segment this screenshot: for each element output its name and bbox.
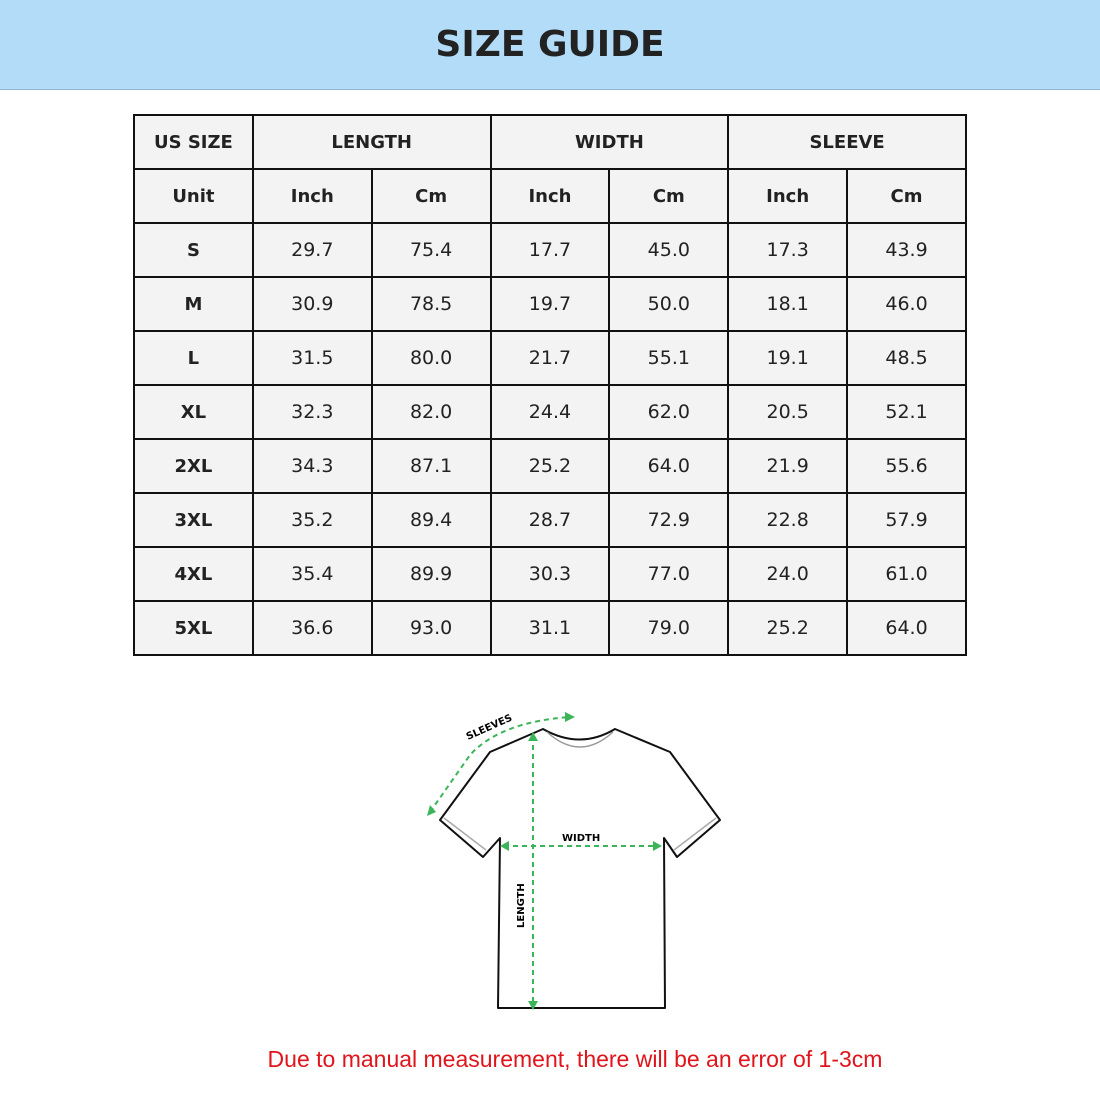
unit-cell: Cm xyxy=(370,168,492,224)
measurement-cell: 61.0 xyxy=(846,546,967,602)
measurement-cell: 79.0 xyxy=(608,600,730,656)
measurement-note: Due to manual measurement, there will be… xyxy=(267,1046,883,1072)
unit-cell: Inch xyxy=(727,168,849,224)
measurement-cell: 52.1 xyxy=(846,384,967,440)
size-label: 3XL xyxy=(133,492,254,548)
measurement-cell: 31.1 xyxy=(489,600,611,656)
unit-cell: Inch xyxy=(489,168,611,224)
unit-label: Unit xyxy=(133,168,254,224)
measurement-cell: 32.3 xyxy=(251,384,373,440)
sleeve-arrow xyxy=(429,716,571,813)
size-label: S xyxy=(133,222,254,278)
measurement-cell: 46.0 xyxy=(846,276,967,332)
unit-cell: Cm xyxy=(608,168,730,224)
tshirt-diagram: SLEEVES WIDTH LENGTH xyxy=(427,712,721,1010)
table-row: XL 32.3 82.0 24.4 62.0 20.5 52.1 xyxy=(133,384,967,440)
size-label: XL xyxy=(133,384,254,440)
measurement-cell: 19.7 xyxy=(489,276,611,332)
table-row: 5XL 36.6 93.0 31.1 79.0 25.2 64.0 xyxy=(133,600,967,656)
size-label: 2XL xyxy=(133,438,254,494)
size-table: US SIZE LENGTH WIDTH SLEEVE Unit Inch Cm In… xyxy=(133,114,967,656)
table-row: L 31.5 80.0 21.7 55.1 19.1 48.5 xyxy=(133,330,967,386)
measurement-cell: 22.8 xyxy=(727,492,849,548)
size-label: M xyxy=(133,276,254,332)
measurement-cell: 62.0 xyxy=(608,384,730,440)
measurement-cell: 72.9 xyxy=(608,492,730,548)
group-header-row: US SIZE LENGTH WIDTH SLEEVE xyxy=(133,114,967,170)
width-label: WIDTH xyxy=(562,833,600,844)
measurement-cell: 24.0 xyxy=(727,546,849,602)
measurement-cell: 87.1 xyxy=(370,438,492,494)
unit-cell: Cm xyxy=(846,168,967,224)
measurement-cell: 17.3 xyxy=(727,222,849,278)
measurement-cell: 43.9 xyxy=(846,222,967,278)
measurement-cell: 64.0 xyxy=(608,438,730,494)
tshirt-outline xyxy=(439,728,721,1009)
measurement-cell: 34.3 xyxy=(251,438,373,494)
measurement-cell: 30.9 xyxy=(251,276,373,332)
measurement-cell: 82.0 xyxy=(370,384,492,440)
measurement-cell: 55.6 xyxy=(846,438,967,494)
measurement-cell: 35.2 xyxy=(251,492,373,548)
unit-row: Unit Inch Cm Inch Cm Inch Cm xyxy=(133,168,967,224)
measurement-cell: 89.9 xyxy=(370,546,492,602)
table-row: 3XL 35.2 89.4 28.7 72.9 22.8 57.9 xyxy=(133,492,967,548)
title-banner: SIZE GUIDE xyxy=(0,0,1100,90)
measurement-cell: 80.0 xyxy=(370,330,492,386)
header-sleeve: SLEEVE xyxy=(727,114,967,170)
size-label: 5XL xyxy=(133,600,254,656)
measurement-cell: 36.6 xyxy=(251,600,373,656)
measurement-cell: 45.0 xyxy=(608,222,730,278)
page-title: SIZE GUIDE xyxy=(435,24,665,65)
measurement-cell: 18.1 xyxy=(727,276,849,332)
header-width: WIDTH xyxy=(489,114,730,170)
measurement-cell: 78.5 xyxy=(370,276,492,332)
measurement-cell: 29.7 xyxy=(251,222,373,278)
header-length: LENGTH xyxy=(251,114,492,170)
unit-cell: Inch xyxy=(251,168,373,224)
table-row: S 29.7 75.4 17.7 45.0 17.3 43.9 xyxy=(133,222,967,278)
measurement-cell: 93.0 xyxy=(370,600,492,656)
measurement-cell: 77.0 xyxy=(608,546,730,602)
measurement-cell: 35.4 xyxy=(251,546,373,602)
length-label: LENGTH xyxy=(516,883,527,928)
measurement-cell: 25.2 xyxy=(489,438,611,494)
measurement-cell: 17.7 xyxy=(489,222,611,278)
table-row: 4XL 35.4 89.9 30.3 77.0 24.0 61.0 xyxy=(133,546,967,602)
measurement-cell: 75.4 xyxy=(370,222,492,278)
measurement-cell: 20.5 xyxy=(727,384,849,440)
size-label: 4XL xyxy=(133,546,254,602)
measurement-cell: 48.5 xyxy=(846,330,967,386)
sleeves-label: SLEEVES xyxy=(465,713,514,743)
table-row: M 30.9 78.5 19.7 50.0 18.1 46.0 xyxy=(133,276,967,332)
measurement-cell: 19.1 xyxy=(727,330,849,386)
measurement-cell: 55.1 xyxy=(608,330,730,386)
size-label: L xyxy=(133,330,254,386)
measurement-cell: 50.0 xyxy=(608,276,730,332)
measurement-cell: 21.7 xyxy=(489,330,611,386)
measurement-cell: 64.0 xyxy=(846,600,967,656)
measurement-cell: 25.2 xyxy=(727,600,849,656)
header-us-size: US SIZE xyxy=(133,114,254,170)
measurement-cell: 89.4 xyxy=(370,492,492,548)
measurement-cell: 28.7 xyxy=(489,492,611,548)
measurement-cell: 30.3 xyxy=(489,546,611,602)
measurement-cell: 31.5 xyxy=(251,330,373,386)
table-row: 2XL 34.3 87.1 25.2 64.0 21.9 55.6 xyxy=(133,438,967,494)
measurement-cell: 57.9 xyxy=(846,492,967,548)
measurement-cell: 24.4 xyxy=(489,384,611,440)
measurement-cell: 21.9 xyxy=(727,438,849,494)
